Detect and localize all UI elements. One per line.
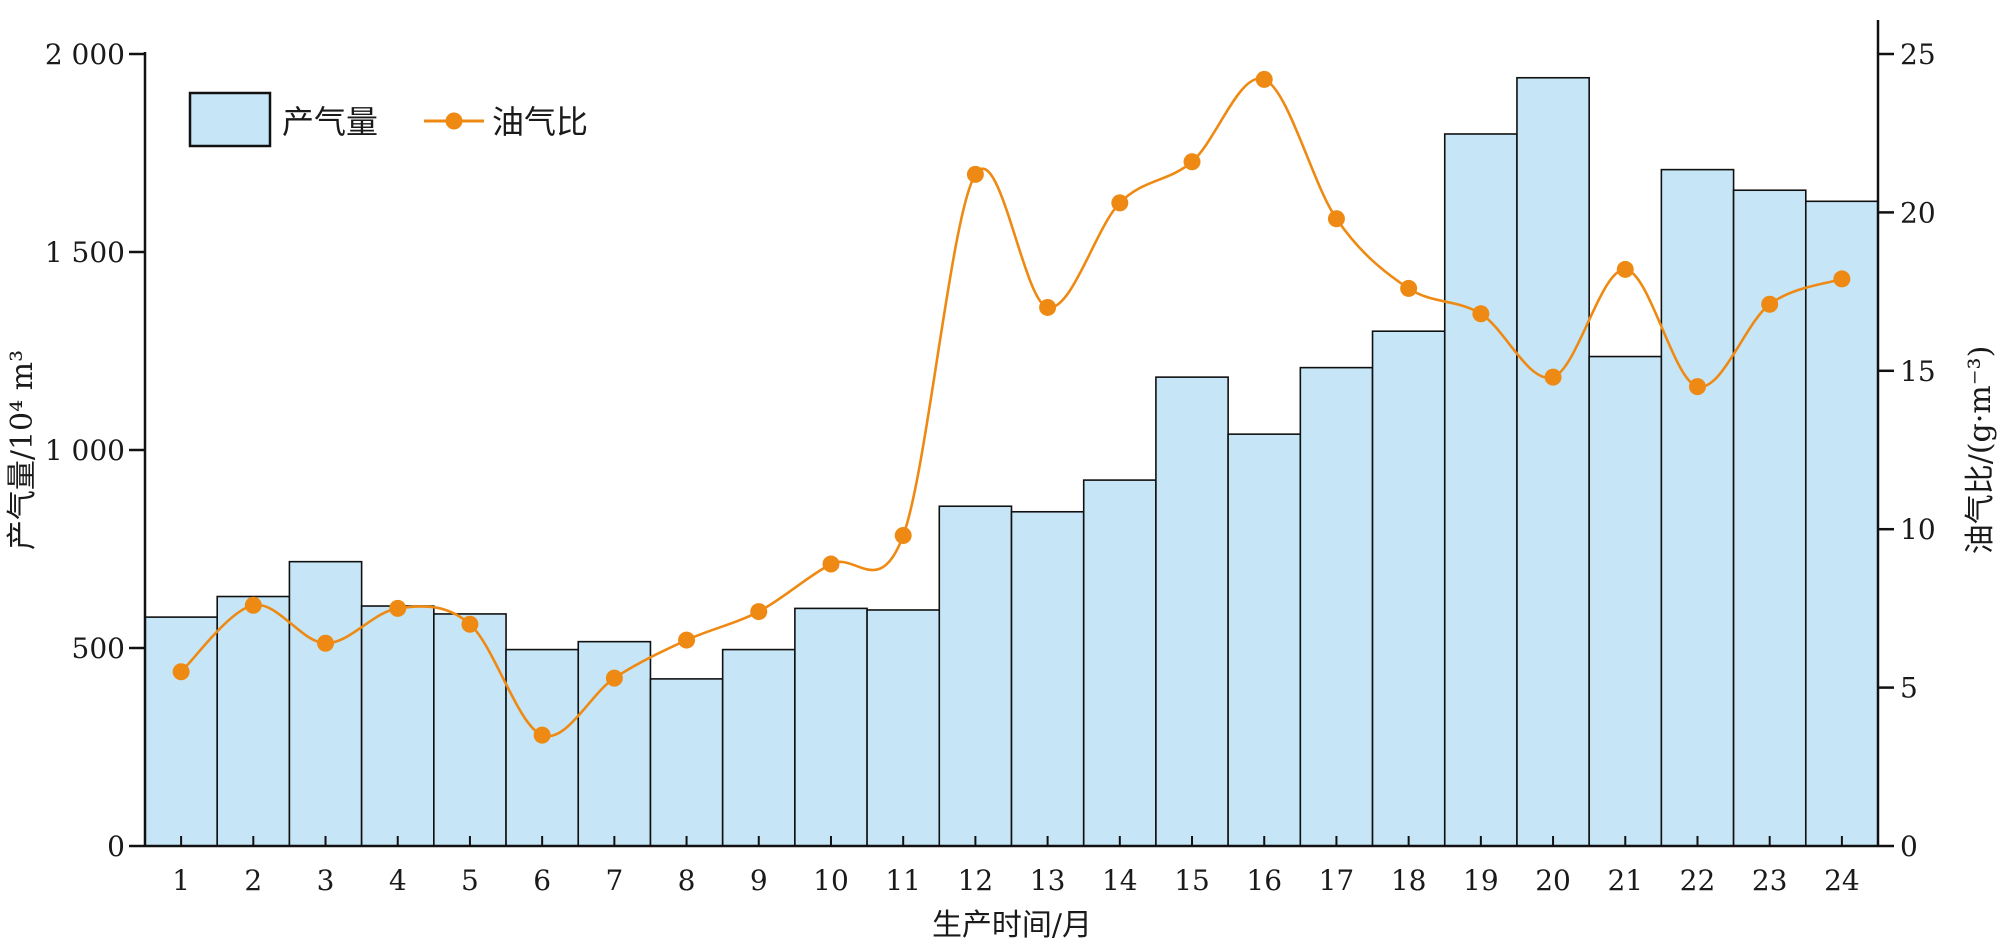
y-right-tick-label: 15 — [1900, 355, 1936, 388]
y-left-tick-label: 1 000 — [45, 434, 125, 467]
bar-month-24 — [1804, 200, 1879, 847]
line-point-month-24 — [1833, 270, 1851, 288]
x-tick-label: 20 — [1535, 864, 1571, 897]
y-left-tick-label: 0 — [107, 830, 125, 863]
y-right-tick-label: 25 — [1900, 38, 1936, 71]
bar-month-19 — [1443, 133, 1518, 847]
line-point-month-15 — [1183, 153, 1201, 171]
legend-swatch-marker — [445, 112, 463, 130]
bar-month-15 — [1155, 376, 1229, 847]
x-tick-label: 24 — [1824, 864, 1860, 897]
x-tick-label: 11 — [885, 864, 921, 897]
x-tick-label: 10 — [813, 864, 849, 897]
line-point-month-14 — [1111, 194, 1129, 212]
line-point-month-23 — [1761, 295, 1779, 313]
line-point-month-8 — [678, 631, 696, 649]
line-layer — [172, 70, 1851, 744]
x-tick-label: 18 — [1391, 864, 1427, 897]
x-tick-label: 16 — [1246, 864, 1282, 897]
line-point-month-3 — [317, 634, 335, 652]
bar-month-11 — [866, 609, 941, 847]
y-right-tick-label: 5 — [1900, 672, 1918, 705]
bar-month-5 — [433, 613, 507, 847]
bar-month-2 — [216, 595, 291, 847]
line-point-month-1 — [172, 663, 190, 681]
line-point-month-18 — [1400, 279, 1418, 297]
bar-month-21 — [1588, 355, 1663, 847]
line-point-month-22 — [1688, 378, 1706, 396]
y-left-tick-label: 1 500 — [45, 236, 125, 269]
x-tick-label: 12 — [958, 864, 994, 897]
x-tick-label: 4 — [389, 864, 407, 897]
legend-swatch-bar — [188, 91, 272, 148]
x-tick-label: 1 — [172, 864, 190, 897]
line-point-month-7 — [605, 669, 623, 687]
line-point-month-21 — [1616, 260, 1634, 278]
x-tick-label: 9 — [750, 864, 768, 897]
bar-month-18 — [1371, 330, 1446, 847]
line-point-month-10 — [822, 555, 840, 573]
legend-label-line: 油气比 — [492, 103, 588, 141]
bars-layer — [144, 76, 1879, 847]
line-point-month-6 — [533, 726, 551, 744]
y-right-tick-label: 10 — [1900, 513, 1936, 546]
bar-month-17 — [1299, 366, 1374, 847]
x-tick-label: 23 — [1752, 864, 1788, 897]
bar-month-1 — [144, 616, 219, 847]
bar-month-13 — [1010, 510, 1085, 847]
y-right-tick-label: 0 — [1900, 830, 1918, 863]
bar-month-12 — [938, 505, 1013, 847]
line-point-month-20 — [1544, 368, 1562, 386]
x-tick-label: 5 — [461, 864, 479, 897]
bar-month-3 — [288, 560, 363, 847]
line-point-month-12 — [966, 165, 984, 183]
x-tick-label: 17 — [1319, 864, 1355, 897]
bar-month-4 — [360, 605, 435, 847]
x-tick-label: 19 — [1463, 864, 1499, 897]
bar-month-23 — [1732, 189, 1807, 847]
bar-month-20 — [1516, 76, 1590, 847]
line-point-month-19 — [1472, 305, 1490, 323]
legend-label-bar: 产气量 — [282, 103, 378, 141]
line-point-month-9 — [750, 603, 768, 621]
x-tick-label: 22 — [1680, 864, 1716, 897]
bar-month-9 — [721, 648, 796, 847]
bar-month-10 — [794, 607, 868, 847]
line-point-month-4 — [389, 599, 407, 617]
line-point-month-13 — [1039, 298, 1057, 316]
x-tick-label: 7 — [605, 864, 623, 897]
x-tick-label: 2 — [244, 864, 262, 897]
legend: 产气量 油气比 — [188, 91, 588, 148]
x-tick-label: 13 — [1030, 864, 1066, 897]
bar-month-16 — [1227, 433, 1302, 847]
line-point-month-17 — [1327, 210, 1345, 228]
bar-month-8 — [649, 678, 724, 847]
y-axis-left-title: 产气量/10⁴ m³ — [5, 350, 40, 550]
y-axis-right-title: 油气比/(g·m⁻³) — [1963, 346, 1998, 555]
bar-month-22 — [1660, 168, 1735, 847]
line-point-month-16 — [1255, 70, 1273, 88]
bar-month-14 — [1082, 479, 1157, 847]
line-point-month-11 — [894, 527, 912, 545]
line-point-month-2 — [244, 596, 262, 614]
x-tick-label: 6 — [533, 864, 551, 897]
x-axis-title: 生产时间/月 — [932, 908, 1092, 943]
x-tick-label: 15 — [1174, 864, 1210, 897]
series-line-oil-gas-ratio — [180, 77, 1843, 738]
x-tick-label: 14 — [1102, 864, 1138, 897]
line-point-month-5 — [461, 615, 479, 633]
bar-month-6 — [505, 648, 580, 847]
x-tick-label: 8 — [678, 864, 696, 897]
y-right-tick-label: 20 — [1900, 196, 1936, 229]
x-tick-label: 21 — [1607, 864, 1643, 897]
y-left-tick-label: 500 — [72, 632, 125, 665]
x-tick-label: 3 — [317, 864, 335, 897]
y-left-tick-label: 2 000 — [45, 38, 125, 71]
